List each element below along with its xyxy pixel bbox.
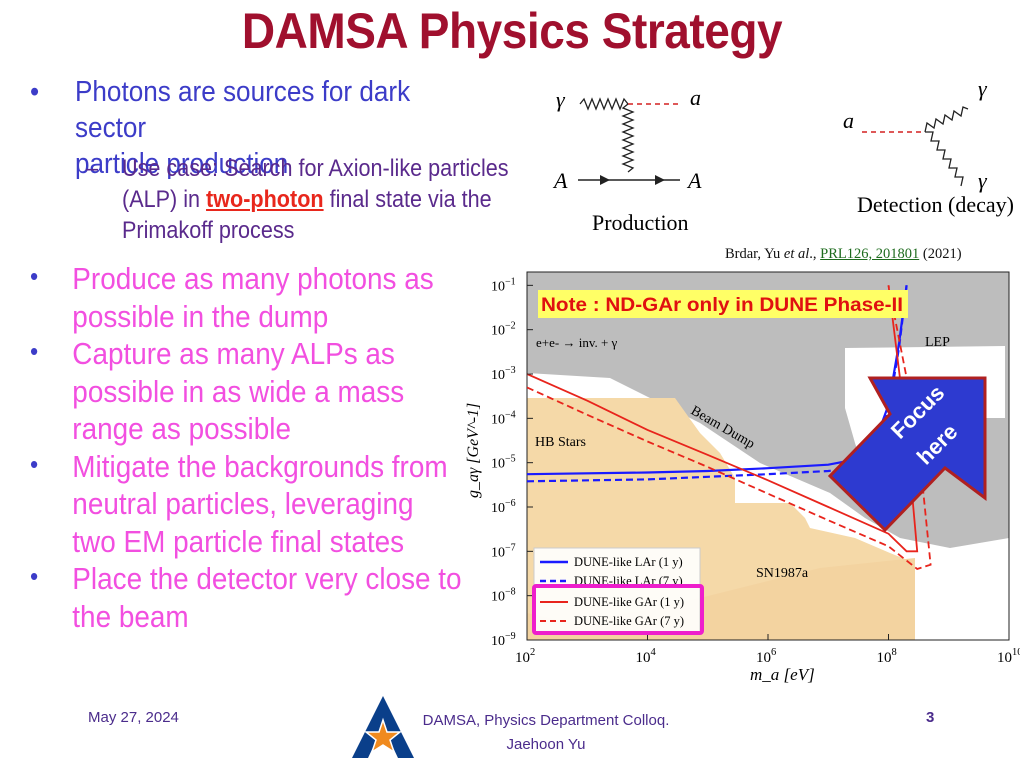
bullet-text: the beam (72, 598, 189, 634)
region-label: HB Stars (535, 435, 586, 450)
footer-author: Jaehoon Yu (506, 736, 586, 753)
gar-highlight-box (532, 584, 704, 635)
bullet-text: Produce as many photons as (72, 261, 434, 296)
gamma-label: γ (556, 87, 566, 112)
note-box (538, 290, 908, 318)
legend-label: DUNE-like GAr (7 y) (574, 614, 684, 628)
citation-etal: et al (783, 246, 810, 262)
y-tick-label: 10−5 (491, 454, 516, 472)
production-label: Production (592, 210, 689, 235)
legend-label: DUNE-like LAr (1 y) (574, 555, 683, 569)
strategy-bullets: • Produce as many photons as possible in… (30, 260, 498, 635)
virtual-photon-line (621, 103, 635, 173)
photon-line (579, 97, 629, 111)
citation-sep: ., (809, 246, 821, 262)
citation-authors: Brdar, Yu (725, 246, 784, 262)
legend: DUNE-like LAr (1 y) DUNE-like LAr (7 y) … (532, 547, 704, 635)
strategy-bullet-2: • Capture as many ALPs as possible in as… (30, 335, 498, 448)
y-tick-label: 10−2 (491, 321, 516, 339)
x-tick-label: 108 (877, 647, 897, 666)
sub-dash: – (86, 155, 99, 182)
legend-label: DUNE-like GAr (1 y) (574, 595, 684, 609)
y-tick-label: 10−3 (491, 365, 516, 383)
sub-line-2-pre: (ALP) in (122, 186, 207, 213)
gamma-label: γ (978, 76, 988, 101)
a-label: a (690, 85, 701, 110)
star-icon (363, 717, 403, 754)
region-label: e+e- → inv. + γ (536, 335, 618, 350)
production-diagram: γ a A A Production (552, 85, 702, 235)
page-number: 3 (926, 709, 935, 726)
bullet-text: Place the detector very close to (72, 561, 462, 596)
sub-line-3: Primakoff process (122, 217, 295, 244)
x-tick-label: 102 (515, 647, 535, 666)
y-tick-label: 10−4 (491, 409, 516, 427)
bullet-text: two EM particle final states (72, 523, 405, 559)
y-axis-label: g_aγ [GeV^-1] (465, 403, 482, 498)
footer-center: DAMSA, Physics Department Colloq. Jaehoo… (410, 709, 682, 757)
region-label: LEP (925, 335, 950, 350)
citation-link[interactable]: PRL126, 201801 (820, 246, 920, 262)
bullet-dot: • (30, 561, 39, 591)
bullet-text: Mitigate the backgrounds from (72, 448, 448, 484)
intro-line-2: particle production (75, 148, 289, 180)
intro-bullet: • Photons are sources for dark sector pa… (30, 74, 480, 182)
bullet-dot: • (30, 261, 39, 291)
callout-arrow-shape (827, 376, 987, 533)
page-title: DAMSA Physics Strategy (241, 3, 783, 59)
y-tick-label: 10−7 (491, 542, 516, 560)
series-line-2 (527, 285, 919, 553)
y-tick-label: 10−8 (491, 587, 516, 605)
detection-label: Detection (decay) (857, 192, 1014, 217)
nucleus-in-label: A (552, 168, 568, 193)
logo-a-shape (352, 696, 414, 758)
focus-here-callout: Focus here (827, 376, 987, 533)
citation: Brdar, Yu et al., PRL126, 201801 (2021) (725, 246, 962, 263)
bullet-text: Capture as many ALPs as (72, 336, 395, 371)
feynman-diagrams: γ a A A Production a γ γ Detection (deca… (552, 76, 1014, 235)
detection-diagram: a γ γ Detection (decay) (843, 76, 1014, 217)
gamma-label: γ (978, 168, 988, 193)
nucleus-out-label: A (686, 168, 702, 193)
photon-line (925, 131, 964, 187)
x-axis-label: m_a [eV] (750, 665, 815, 684)
bullet-dot: • (30, 448, 39, 479)
y-tick-label: 10−1 (491, 276, 516, 294)
y-tick-label: 10−9 (491, 631, 516, 649)
bullet-text: possible in as wide a mass (72, 373, 405, 409)
two-photon-highlight: two-photon (206, 186, 324, 213)
region-label: SN1987a (756, 566, 809, 581)
bullet-text: range as possible (72, 411, 291, 446)
intro-line-1: Photons are sources for dark sector (75, 76, 411, 144)
sub-line-2-post: final state via the (323, 186, 492, 213)
x-tick-label: 1010 (997, 647, 1020, 666)
photon-line (924, 106, 969, 133)
intro-sub-bullet: – Use case: Search for Axion-like partic… (86, 153, 509, 246)
x-tick-label: 106 (756, 647, 776, 666)
bullet-dot: • (30, 76, 40, 108)
strategy-bullet-1: • Produce as many photons as possible in… (30, 260, 498, 335)
sub-line-1: Use case: Search for Axion-like particle… (122, 155, 509, 182)
a-label: a (843, 108, 854, 133)
footer-talk: DAMSA, Physics Department Colloq. (422, 712, 670, 729)
uta-logo (352, 696, 414, 758)
strategy-bullet-3: • Mitigate the backgrounds from neutral … (30, 448, 498, 561)
bullet-dot: • (30, 336, 39, 366)
arrow-icon (600, 175, 610, 185)
x-tick-label: 104 (636, 647, 657, 666)
bullet-text: neutral particles, leveraging (72, 486, 414, 521)
citation-year: (2021) (919, 246, 962, 262)
y-tick-label: 10−6 (491, 498, 516, 516)
series-line-3 (527, 285, 932, 571)
arrow-icon (655, 175, 665, 185)
strategy-bullet-4: • Place the detector very close to the b… (30, 560, 498, 635)
note-text: Note : ND-GAr only in DUNE Phase-II (541, 295, 903, 316)
footer-date: May 27, 2024 (88, 709, 179, 726)
bullet-text: possible in the dump (72, 298, 329, 334)
